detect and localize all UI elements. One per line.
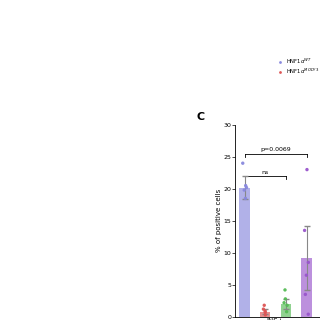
Bar xyxy=(239,188,250,317)
Legend: HNF1$\alpha^{WT}$, HNF1$\alpha^{MODY3}$: HNF1$\alpha^{WT}$, HNF1$\alpha^{MODY3}$ xyxy=(273,54,320,78)
Point xyxy=(263,308,268,314)
Bar xyxy=(260,312,270,317)
Point xyxy=(283,296,288,301)
Bar xyxy=(281,304,291,317)
Point xyxy=(304,273,309,278)
Point xyxy=(261,307,266,312)
Y-axis label: % of positive cells: % of positive cells xyxy=(216,189,222,252)
Point xyxy=(243,183,248,188)
Point xyxy=(284,303,290,308)
Text: p=0.0069: p=0.0069 xyxy=(260,147,291,152)
Point xyxy=(263,310,268,315)
Point xyxy=(306,312,311,317)
Point xyxy=(263,312,268,317)
Point xyxy=(284,309,289,314)
Point xyxy=(282,300,287,305)
Point xyxy=(303,292,308,297)
Point xyxy=(244,185,249,190)
Point xyxy=(262,303,267,308)
Point xyxy=(242,188,247,193)
Point xyxy=(240,161,245,166)
Point xyxy=(302,228,307,233)
Point xyxy=(306,260,311,265)
Point xyxy=(304,167,309,172)
Text: ns: ns xyxy=(261,170,269,175)
Point xyxy=(243,196,248,201)
Point xyxy=(283,287,288,292)
Bar xyxy=(301,258,312,317)
Text: C: C xyxy=(197,112,205,122)
